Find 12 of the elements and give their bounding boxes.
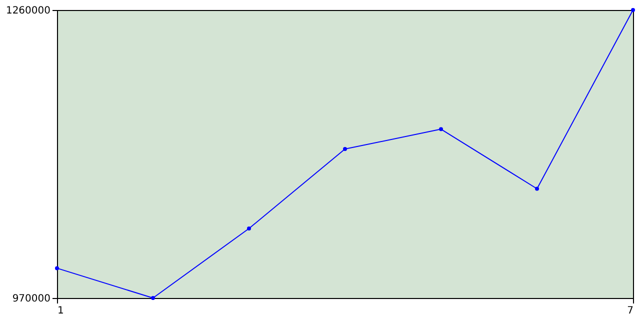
point bbox=[151, 296, 155, 300]
x-tick-label: 1 bbox=[58, 306, 64, 316]
point bbox=[343, 147, 347, 152]
point bbox=[247, 226, 251, 230]
line-series bbox=[55, 8, 635, 300]
y-tick-label: 1260000 bbox=[6, 6, 50, 16]
point bbox=[535, 186, 539, 191]
point bbox=[631, 8, 635, 12]
y-tick-label: 970000 bbox=[12, 294, 50, 304]
point bbox=[439, 127, 443, 132]
x-tick-label: 7 bbox=[627, 306, 634, 316]
point bbox=[55, 266, 59, 270]
